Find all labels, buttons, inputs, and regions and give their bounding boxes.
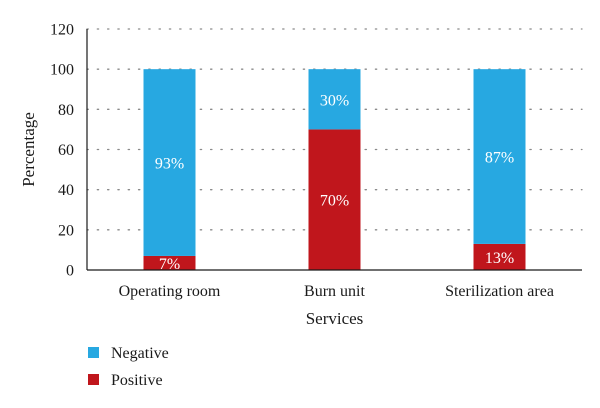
legend-label-positive: Positive [111,372,163,389]
y-axis-ticks: 0 20 40 60 80 100 120 [50,22,74,280]
x-axis-title: Services [306,309,364,328]
data-label-positive-burn-unit: 70% [320,193,349,210]
data-label-negative-operating-room: 93% [155,156,184,173]
bar-negative-operating-room [143,69,196,256]
legend: Negative Positive [88,345,169,389]
y-tick-label: 120 [50,22,74,39]
y-axis-title: Percentage [19,112,38,187]
y-tick-label: 80 [58,102,74,119]
bar-negative-burn-unit [308,69,361,130]
bar-positive-sterilization-area [473,243,526,270]
data-label-positive-sterilization-area: 13% [485,250,514,267]
y-tick-label: 0 [66,263,74,280]
data-label-negative-sterilization-area: 87% [485,150,514,167]
y-tick-label: 20 [58,222,74,239]
bar-positive-operating-room [143,255,196,270]
data-label-positive-operating-room: 7% [159,256,180,273]
legend-label-negative: Negative [111,345,169,362]
y-tick-label: 60 [58,142,74,159]
legend-swatch-negative [88,347,99,358]
bar-negative-sterilization-area [473,69,526,244]
y-tick-label: 40 [58,182,74,199]
legend-swatch-positive [88,374,99,385]
x-tick-label: Sterilization area [445,283,554,300]
x-tick-label: Operating room [119,283,221,300]
y-tick-label: 100 [50,62,74,79]
x-axis-ticks: Operating room Burn unit Sterilization are… [119,283,554,300]
x-tick-label: Burn unit [304,283,365,300]
bars: 7% 93% 70% 30% 13% 87% [143,69,526,273]
bar-positive-burn-unit [308,129,361,270]
data-label-negative-burn-unit: 30% [320,92,349,109]
